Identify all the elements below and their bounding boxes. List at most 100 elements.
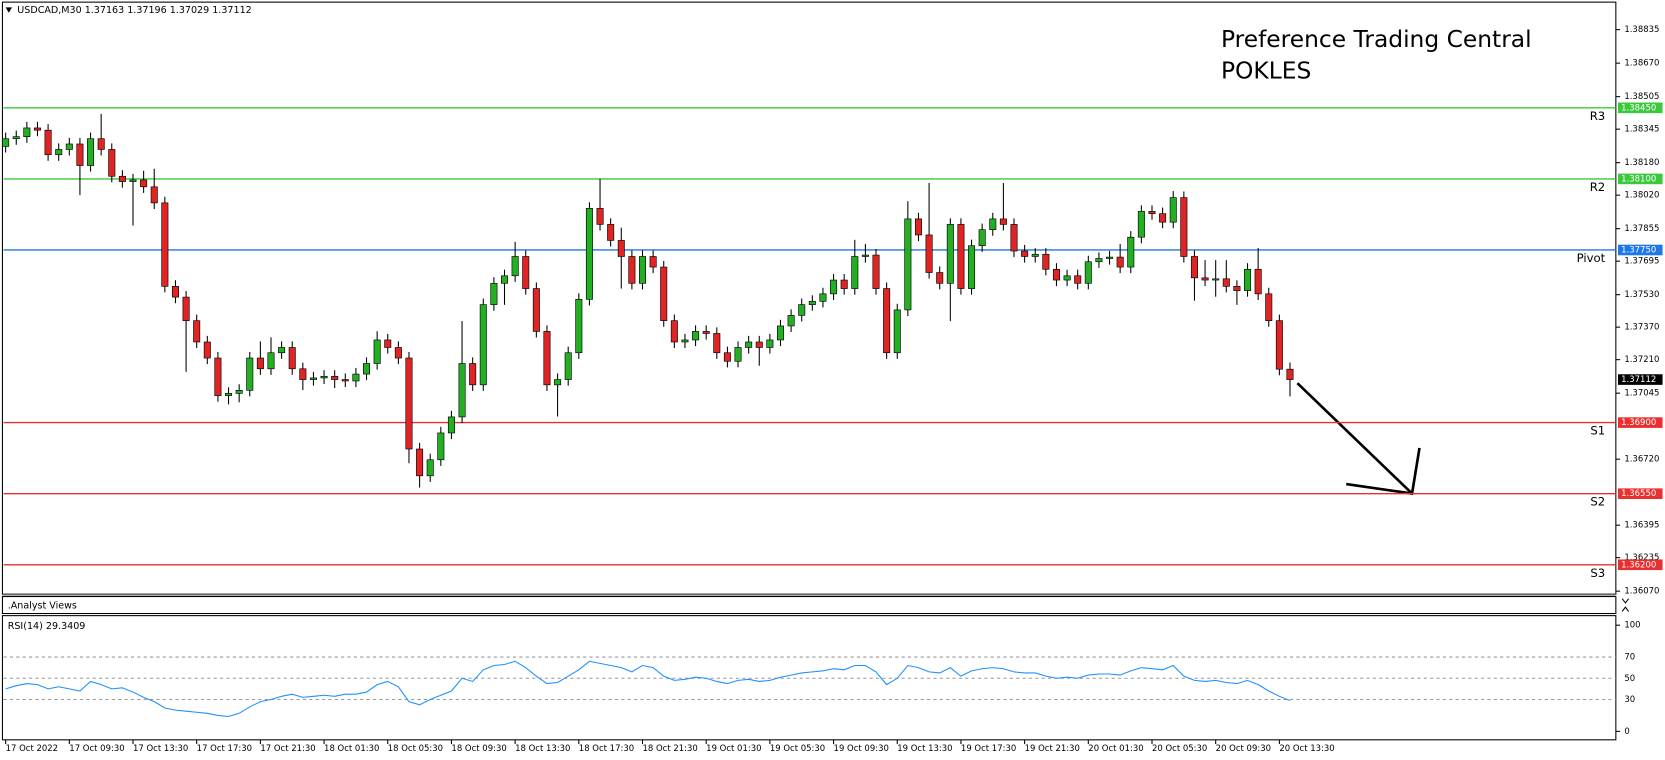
candle-body <box>692 331 700 341</box>
candle-body <box>798 304 806 316</box>
x-tick-label: 18 Oct 05:30 <box>388 744 443 754</box>
candle-body <box>161 202 169 287</box>
candle-body <box>1137 211 1145 238</box>
y-tick-label: 1.38835 <box>1624 25 1659 35</box>
candle-body <box>883 288 891 354</box>
candle-body <box>1127 236 1135 268</box>
candle-body <box>118 175 126 182</box>
y-tick-label: 1.37695 <box>1624 257 1659 267</box>
candle-body <box>171 286 179 298</box>
candle-body <box>914 218 922 236</box>
candle-body <box>182 296 190 321</box>
level-price-tag-label: 1.38450 <box>1621 103 1656 113</box>
candle-body <box>2 138 10 147</box>
pivot-level-name: R2 <box>1590 180 1606 194</box>
candle-body <box>1052 268 1060 281</box>
x-tick-label: 17 Oct 17:30 <box>197 744 252 754</box>
candle-body <box>150 186 158 204</box>
level-price-tag <box>1617 417 1663 428</box>
candle-body <box>819 293 827 302</box>
candle-body <box>479 304 487 386</box>
y-tick-label: 1.37530 <box>1624 290 1659 300</box>
y-tick-label: 1.36395 <box>1624 521 1659 531</box>
panel-resize-icon[interactable] <box>1621 598 1630 612</box>
candle-body <box>490 282 498 305</box>
candle-body <box>108 149 116 177</box>
candle-body <box>989 218 997 231</box>
candle-body <box>44 129 52 156</box>
x-tick-label: 20 Oct 13:30 <box>1279 744 1334 754</box>
y-tick-label: 1.38180 <box>1624 158 1659 168</box>
candle-body <box>394 347 402 359</box>
x-tick-label: 19 Oct 13:30 <box>897 744 952 754</box>
candle-body <box>352 373 360 382</box>
last-price-tag <box>1617 374 1663 385</box>
x-tick-label: 19 Oct 17:30 <box>961 744 1016 754</box>
candle-body <box>511 256 519 277</box>
y-tick-label: 70 <box>1624 653 1635 663</box>
candle-body <box>1084 261 1092 284</box>
candle-body <box>1063 275 1071 281</box>
candle-body <box>904 218 912 311</box>
y-tick-label: 1.37210 <box>1624 355 1659 365</box>
candle-body <box>55 149 63 156</box>
candle-body <box>830 279 838 295</box>
candle-body <box>861 254 869 257</box>
level-price-tag <box>1617 488 1663 499</box>
x-tick-label: 18 Oct 21:30 <box>643 744 698 754</box>
candle-body <box>957 224 965 289</box>
candle-body <box>978 229 986 247</box>
level-price-tag-label: 1.38100 <box>1621 174 1656 184</box>
candle-body <box>225 393 233 396</box>
candle-body <box>1106 256 1114 259</box>
candle-body <box>458 363 466 418</box>
candle-body <box>999 218 1007 225</box>
candle-body <box>585 208 593 300</box>
candle-body <box>532 288 540 332</box>
candle-body <box>299 368 307 380</box>
y-tick-label: 1.37370 <box>1624 323 1659 333</box>
x-tick-label: 17 Oct 21:30 <box>260 744 315 754</box>
candle-body <box>203 341 211 359</box>
candle-body <box>193 320 201 343</box>
candle-body <box>1190 256 1198 279</box>
symbol-menu-icon[interactable] <box>5 7 12 13</box>
candle-body <box>755 341 763 348</box>
level-price-tag <box>1617 173 1663 185</box>
candle-body <box>670 320 678 343</box>
candle-body <box>925 234 933 273</box>
y-tick-label: 1.37045 <box>1624 389 1659 399</box>
candle-body <box>745 341 753 348</box>
candle-body <box>575 299 583 354</box>
candle-body <box>1275 320 1283 370</box>
x-tick-label: 18 Oct 17:30 <box>579 744 634 754</box>
candle-body <box>97 138 105 150</box>
candle-body <box>554 379 562 386</box>
level-price-tag <box>1617 244 1663 256</box>
last-price-tag-label: 1.37112 <box>1621 375 1656 385</box>
x-tick-label: 20 Oct 05:30 <box>1152 744 1207 754</box>
candle-body <box>501 275 509 284</box>
candle-body <box>681 339 689 343</box>
candle-body <box>1265 293 1273 321</box>
candle-body <box>638 256 647 284</box>
candle-body <box>649 256 657 268</box>
candle-body <box>840 279 848 289</box>
candle-body <box>341 379 349 382</box>
x-tick-label: 18 Oct 09:30 <box>451 744 506 754</box>
level-price-tag-label: 1.36900 <box>1621 418 1656 428</box>
candle-body <box>235 390 243 394</box>
candle-body <box>278 347 286 354</box>
pivot-level-name: S3 <box>1590 566 1605 580</box>
candle-body <box>246 357 254 391</box>
arrow-shaft <box>1296 382 1413 495</box>
candle-body <box>776 325 784 341</box>
candle-body <box>968 245 976 289</box>
candle-body <box>469 363 477 386</box>
candle-body <box>936 272 944 284</box>
candle-body <box>1169 197 1177 223</box>
x-tick-label: 20 Oct 01:30 <box>1088 744 1143 754</box>
indicator-strip-label: .Analyst Views <box>8 601 77 612</box>
candle-body <box>893 309 901 354</box>
rsi-line <box>5 660 1291 718</box>
